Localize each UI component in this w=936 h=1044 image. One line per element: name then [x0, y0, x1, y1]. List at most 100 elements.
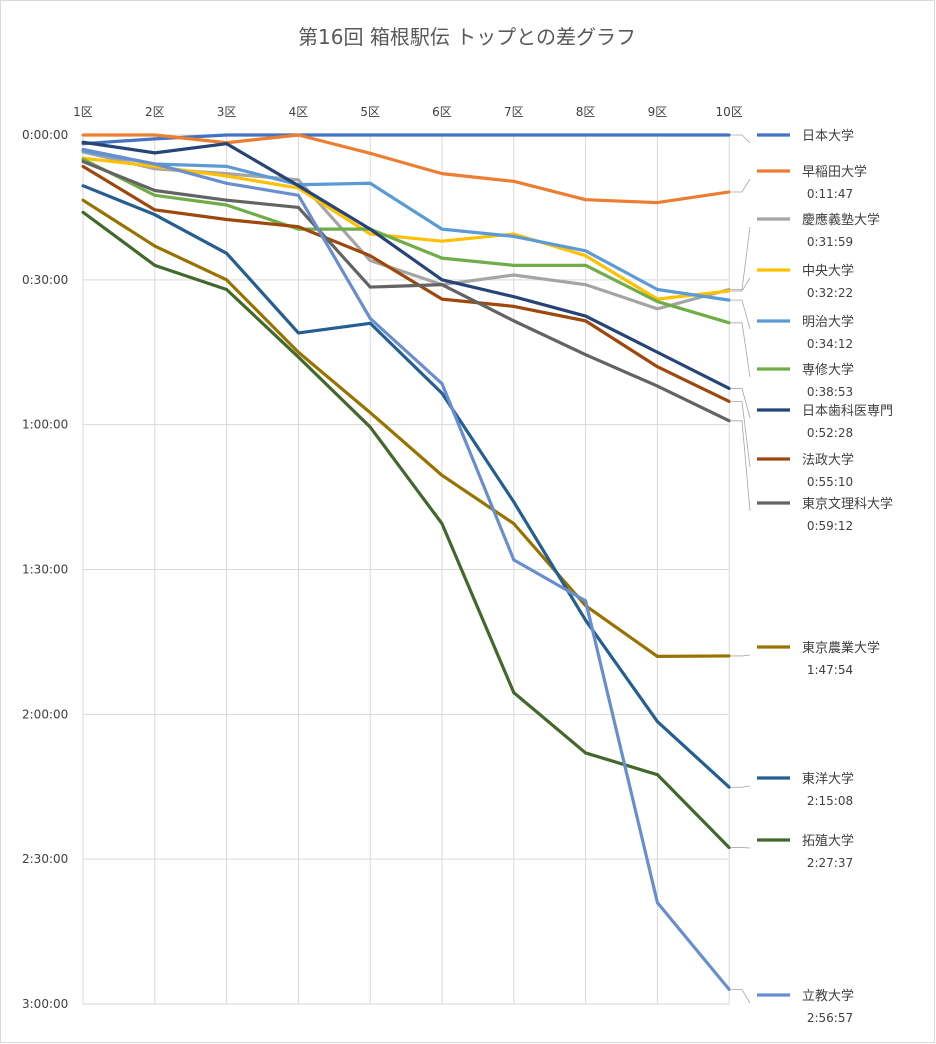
data-point	[81, 140, 85, 144]
data-point	[727, 654, 731, 658]
grid	[82, 134, 730, 1005]
x-tick-label: 7区	[504, 105, 524, 119]
data-point	[584, 751, 588, 755]
y-tick-label: 2:00:00	[22, 707, 68, 721]
series-line	[82, 149, 730, 302]
leader-line	[731, 277, 751, 292]
data-point	[727, 298, 731, 302]
data-point	[81, 210, 85, 214]
data-point	[655, 287, 659, 291]
legend-entry-name: 早稲田大学	[802, 164, 867, 180]
series-lines	[81, 133, 731, 992]
legend-entry-gap: 0:59:12	[807, 519, 853, 533]
data-point	[727, 386, 731, 390]
y-tick-label: 3:00:00	[22, 997, 68, 1011]
leader-line	[731, 388, 751, 419]
data-point	[296, 225, 300, 229]
data-point	[584, 283, 588, 287]
data-point	[584, 249, 588, 253]
legend-entry-gap: 0:32:22	[807, 286, 853, 300]
data-point	[368, 411, 372, 415]
data-point	[727, 419, 731, 423]
data-point	[296, 193, 300, 197]
data-point	[81, 133, 85, 137]
x-tick-label: 8区	[576, 105, 596, 119]
data-point	[225, 164, 229, 168]
data-point	[584, 618, 588, 622]
data-point	[368, 285, 372, 289]
data-point	[727, 988, 731, 992]
data-point	[512, 234, 516, 238]
data-point	[225, 133, 229, 137]
y-tick-label: 0:00:00	[22, 128, 68, 142]
data-point	[440, 382, 444, 386]
legend-entry-gap: 2:15:08	[807, 794, 853, 808]
leader-line	[731, 178, 751, 193]
data-point	[512, 295, 516, 299]
series-line	[82, 156, 730, 301]
legend-entry-name: 日本大学	[802, 128, 854, 144]
series-line	[82, 198, 730, 659]
data-point	[368, 316, 372, 320]
data-point	[225, 278, 229, 282]
data-point	[153, 189, 157, 193]
data-point	[512, 133, 516, 137]
data-point	[727, 321, 731, 325]
legend-entry-gap: 0:52:28	[807, 426, 853, 440]
data-point	[584, 198, 588, 202]
data-point	[153, 193, 157, 197]
data-point	[727, 289, 731, 293]
data-point	[512, 304, 516, 308]
legend-entry-gap: 2:27:37	[807, 856, 853, 870]
data-point	[296, 133, 300, 137]
data-point	[655, 307, 659, 311]
legend-entry-gap: 0:11:47	[807, 187, 853, 201]
legend-entry-name: 東京文理科大学	[802, 496, 893, 512]
data-point	[655, 901, 659, 905]
data-point	[225, 142, 229, 146]
data-point	[512, 522, 516, 526]
series-line	[82, 157, 730, 325]
data-point	[727, 133, 731, 137]
legend-entry-gap: 0:34:12	[807, 337, 853, 351]
x-tick-label: 2区	[145, 105, 165, 119]
data-point	[727, 399, 731, 403]
legend-entry-name: 中央大学	[802, 263, 854, 279]
series-line	[82, 165, 730, 403]
x-tick-label: 9区	[648, 105, 668, 119]
data-point	[296, 205, 300, 209]
data-point	[368, 425, 372, 429]
data-point	[296, 178, 300, 182]
data-point	[655, 350, 659, 354]
legend-entry-name: 慶應義塾大学	[802, 212, 880, 228]
x-tick-label: 3区	[217, 105, 237, 119]
legend-entry-gap: 0:31:59	[807, 235, 853, 249]
leader-line	[731, 401, 751, 468]
data-point	[81, 198, 85, 202]
data-point	[368, 254, 372, 258]
series-line	[82, 210, 731, 849]
x-tick-label: 1区	[73, 105, 93, 119]
y-tick-label: 1:00:00	[22, 418, 68, 432]
series-line	[83, 133, 730, 205]
data-point	[440, 391, 444, 395]
data-point	[584, 254, 588, 258]
data-point	[225, 251, 229, 255]
leader-line	[731, 420, 751, 512]
data-point	[512, 691, 516, 695]
data-point	[153, 162, 157, 166]
legend-entry-gap: 0:55:10	[807, 475, 853, 489]
data-point	[296, 184, 300, 188]
y-tick-label: 1:30:00	[22, 563, 68, 577]
data-point	[81, 147, 85, 151]
data-point	[512, 558, 516, 562]
data-point	[368, 259, 372, 263]
data-point	[440, 256, 444, 260]
data-point	[584, 599, 588, 603]
data-point	[584, 319, 588, 323]
legend-entry-gap: 2:56:57	[807, 1011, 853, 1025]
data-point	[440, 283, 444, 287]
data-point	[440, 297, 444, 301]
